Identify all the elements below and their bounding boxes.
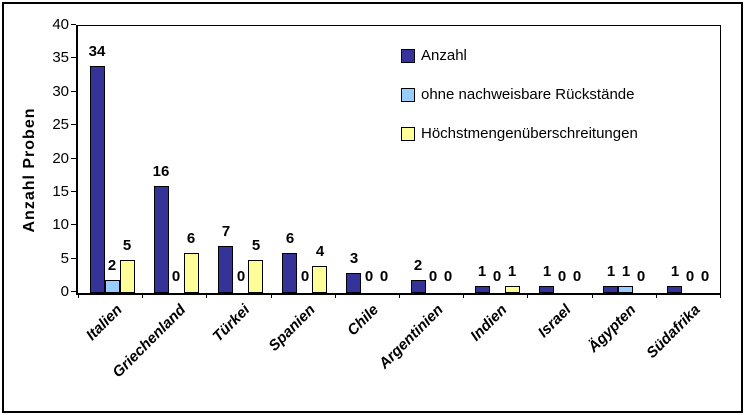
x-tick-mark (592, 294, 593, 298)
value-label: 0 (685, 268, 695, 285)
bar-series1-0 (105, 280, 120, 293)
x-tick-mark (463, 294, 464, 298)
plot-area: 34 2 5 16 0 6 7 0 5 6 0 4 3 0 0 2 0 0 1 0 1 1 0 0 1 1 0 1 0 0 (76, 25, 721, 295)
y-tick-mark (71, 57, 76, 58)
bar-series2-6 (505, 286, 520, 293)
legend-label: Höchstmengenüberschreitungen (421, 125, 638, 142)
legend-item: Anzahl (401, 47, 638, 64)
x-tick-label: Indien (467, 301, 511, 345)
x-tick-mark (271, 294, 272, 298)
bar-series0-0 (90, 66, 105, 293)
legend: Anzahl ohne nachweisbare Rückstände Höchst… (401, 47, 638, 142)
x-tick-label: Türkei (209, 301, 254, 346)
y-tick-label: 5 (60, 250, 69, 267)
y-tick-label: 35 (52, 49, 69, 66)
bar-series0-4 (346, 273, 361, 293)
value-label: 0 (700, 268, 710, 285)
value-label: 1 (621, 263, 631, 280)
value-label: 7 (221, 223, 231, 240)
y-tick-mark (71, 191, 76, 192)
value-label: 0 (171, 268, 181, 285)
value-label: 1 (606, 263, 616, 280)
value-label: 6 (285, 230, 295, 247)
x-tick-mark (142, 294, 143, 298)
legend-label: Anzahl (421, 47, 467, 64)
legend-item: Höchstmengenüberschreitungen (401, 125, 638, 142)
bar-series0-7 (539, 286, 554, 293)
bar-series1-8 (618, 286, 633, 293)
legend-swatch-icon (401, 87, 415, 102)
value-label: 4 (315, 243, 325, 260)
value-label: 34 (88, 43, 106, 60)
value-label: 0 (428, 268, 438, 285)
x-tick-mark (399, 294, 400, 298)
x-tick-mark (78, 294, 79, 298)
value-label: 1 (542, 263, 552, 280)
y-tick-label: 30 (52, 83, 69, 100)
bar-series0-5 (411, 280, 426, 293)
value-label: 1 (507, 263, 517, 280)
y-tick-mark (71, 124, 76, 125)
value-label: 2 (107, 257, 117, 274)
bar-series0-3 (282, 253, 297, 293)
x-tick-label: Südafrika (642, 301, 704, 362)
value-label: 5 (251, 237, 261, 254)
legend-item: ohne nachweisbare Rückstände (401, 86, 638, 103)
legend-swatch-icon (401, 48, 415, 63)
x-tick-mark (720, 294, 721, 298)
bar-series0-8 (603, 286, 618, 293)
x-tick-label: Israel (534, 301, 575, 342)
y-tick-mark (71, 24, 76, 25)
y-tick-label: 10 (52, 216, 69, 233)
bar-series0-1 (154, 186, 169, 293)
value-label: 6 (186, 230, 196, 247)
y-tick-label: 15 (52, 183, 69, 200)
value-label: 1 (670, 263, 680, 280)
value-label: 0 (300, 268, 310, 285)
y-tick-mark (71, 224, 76, 225)
x-tick-mark (335, 294, 336, 298)
y-tick-label: 0 (60, 283, 69, 300)
value-label: 3 (349, 250, 359, 267)
bar-series2-0 (120, 260, 135, 293)
value-label: 0 (443, 268, 453, 285)
value-label: 1 (477, 263, 487, 280)
x-tick-label: Ägypten (584, 301, 640, 356)
bar-series0-2 (218, 246, 233, 293)
y-tick-mark (71, 258, 76, 259)
bar-series0-6 (475, 286, 490, 293)
y-tick-label: 25 (52, 116, 69, 133)
bar-series2-3 (312, 266, 327, 293)
value-label: 2 (413, 257, 423, 274)
x-tick-label: Spanien (265, 301, 319, 355)
x-tick-label: Argentinien (375, 301, 447, 373)
x-tick-label: Chile (344, 301, 383, 340)
y-tick-label: 20 (52, 150, 69, 167)
x-tick-mark (527, 294, 528, 298)
bar-series0-9 (667, 286, 682, 293)
bar-series2-2 (248, 260, 263, 293)
y-tick-mark (71, 91, 76, 92)
value-label: 0 (572, 268, 582, 285)
value-label: 0 (379, 268, 389, 285)
value-label: 0 (636, 268, 646, 285)
value-label: 0 (236, 268, 246, 285)
value-label: 0 (557, 268, 567, 285)
value-label: 0 (492, 268, 502, 285)
bar-series2-1 (184, 253, 199, 293)
legend-swatch-icon (401, 126, 415, 141)
y-tick-label: 40 (52, 16, 69, 33)
x-tick-label: Italien (82, 301, 126, 344)
value-label: 0 (364, 268, 374, 285)
value-label: 16 (152, 163, 170, 180)
x-tick-mark (206, 294, 207, 298)
legend-label: ohne nachweisbare Rückstände (421, 86, 635, 103)
y-tick-mark (71, 158, 76, 159)
x-tick-mark (656, 294, 657, 298)
y-tick-mark (71, 291, 76, 292)
value-label: 5 (122, 237, 132, 254)
